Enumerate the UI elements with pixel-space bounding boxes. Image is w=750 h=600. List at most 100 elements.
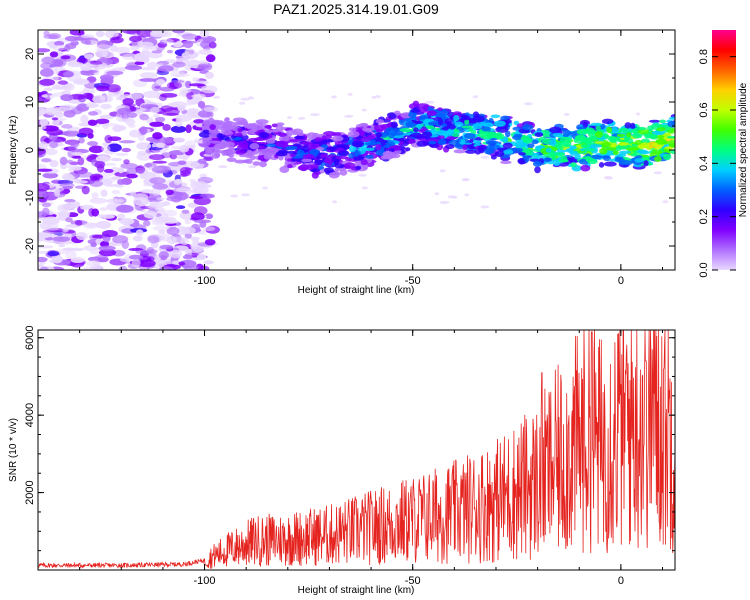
heatmap-cell — [228, 153, 235, 158]
bottom-y-tick-label: 6000 — [24, 325, 36, 349]
heatmap-cell — [607, 146, 618, 151]
heatmap-cell — [54, 188, 61, 197]
heatmap-cell — [134, 61, 145, 65]
heatmap-cell — [583, 148, 596, 152]
bottom-x-axis-label: Height of straight line (km) — [298, 585, 415, 596]
heatmap-cell — [271, 123, 278, 128]
heatmap-cell — [630, 146, 640, 151]
heatmap-cell — [44, 87, 54, 92]
heatmap-cell — [385, 141, 396, 147]
heatmap-cell — [236, 144, 249, 150]
heatmap-cell — [39, 78, 56, 86]
heatmap-cell — [135, 229, 144, 236]
heatmap-cell — [77, 157, 85, 166]
heatmap-cell — [299, 164, 309, 172]
heatmap-cell — [203, 226, 216, 232]
heatmap-cell — [54, 111, 65, 118]
heatmap-cell — [167, 102, 180, 107]
heatmap-cell — [126, 173, 138, 179]
heatmap-cell — [80, 114, 89, 124]
heatmap-cell — [240, 97, 250, 101]
heatmap-cell — [320, 139, 334, 143]
heatmap-cell — [117, 107, 132, 115]
heatmap-cell — [658, 134, 665, 140]
heatmap-cell — [314, 137, 323, 142]
heatmap-cell — [65, 217, 73, 223]
heatmap-cell — [580, 164, 591, 172]
heatmap-cell — [427, 121, 439, 125]
heatmap-cell — [496, 131, 502, 139]
heatmap-cell — [248, 165, 257, 169]
heatmap-cell — [90, 242, 97, 248]
heatmap-cell — [89, 61, 103, 65]
heatmap-cell — [149, 30, 168, 38]
heatmap-cell — [564, 112, 570, 116]
heatmap-cell — [643, 160, 649, 167]
heatmap-cell — [339, 168, 348, 176]
heatmap-cell — [39, 198, 48, 203]
heatmap-cell — [326, 146, 338, 151]
heatmap-cell — [582, 121, 588, 129]
heatmap-cell — [191, 93, 206, 99]
heatmap-cell — [129, 45, 140, 51]
heatmap-cell — [309, 113, 320, 117]
colorbar-tick-label: 0.0 — [698, 262, 710, 277]
heatmap-cell — [140, 50, 150, 58]
heatmap-cell — [247, 96, 255, 100]
heatmap-cell — [152, 225, 170, 231]
heatmap-cell — [393, 135, 404, 139]
heatmap-cell — [380, 155, 388, 160]
heatmap-cell — [550, 153, 557, 161]
heatmap-cell — [490, 114, 501, 119]
heatmap-cell — [190, 189, 203, 194]
heatmap-cell — [128, 254, 144, 260]
heatmap-cell — [159, 266, 174, 270]
heatmap-cell — [175, 114, 193, 122]
heatmap-cell — [175, 205, 186, 210]
heatmap-cell — [115, 112, 123, 122]
heatmap-cell — [630, 122, 636, 129]
heatmap-cell — [595, 125, 601, 131]
heatmap-cell — [648, 119, 661, 123]
heatmap-cell — [652, 142, 659, 147]
heatmap-cell — [221, 149, 227, 156]
heatmap-cell — [549, 126, 562, 134]
heatmap-cell — [75, 171, 94, 178]
heatmap-cell — [121, 147, 132, 153]
heatmap-cell — [197, 158, 207, 164]
heatmap-cell — [151, 50, 163, 54]
heatmap-cell — [139, 72, 158, 79]
heatmap-cell — [348, 145, 357, 153]
heatmap-cell — [119, 218, 135, 225]
heatmap-cell — [532, 160, 543, 167]
heatmap-cell — [166, 81, 182, 90]
heatmap-cell — [152, 113, 160, 118]
heatmap-cell — [190, 180, 198, 190]
heatmap-cell — [57, 80, 69, 85]
heatmap-cell — [170, 125, 187, 133]
heatmap-cell — [603, 176, 613, 180]
heatmap-cell — [649, 134, 658, 139]
heatmap-cell — [500, 160, 512, 165]
heatmap-cell — [534, 132, 544, 137]
heatmap-cell — [653, 171, 663, 175]
heatmap-cell — [59, 156, 68, 166]
heatmap-cell — [226, 157, 237, 163]
heatmap-cell — [552, 152, 566, 157]
heatmap-cell — [83, 266, 102, 270]
heatmap-cell — [436, 130, 449, 136]
heatmap-cell — [445, 144, 455, 150]
heatmap-cell — [477, 132, 488, 138]
heatmap-cell — [265, 147, 278, 151]
heatmap-cell — [397, 138, 409, 142]
heatmap-cell — [95, 44, 112, 49]
heatmap-cell — [484, 148, 492, 155]
heatmap-cell — [196, 253, 207, 261]
heatmap-cell — [74, 180, 88, 184]
heatmap-cell — [205, 54, 216, 63]
heatmap-cell — [241, 130, 248, 137]
colorbar-tick-label: 0.6 — [698, 102, 710, 117]
heatmap-cell — [426, 125, 435, 130]
heatmap-cell — [159, 244, 174, 250]
heatmap-cell — [106, 70, 124, 76]
